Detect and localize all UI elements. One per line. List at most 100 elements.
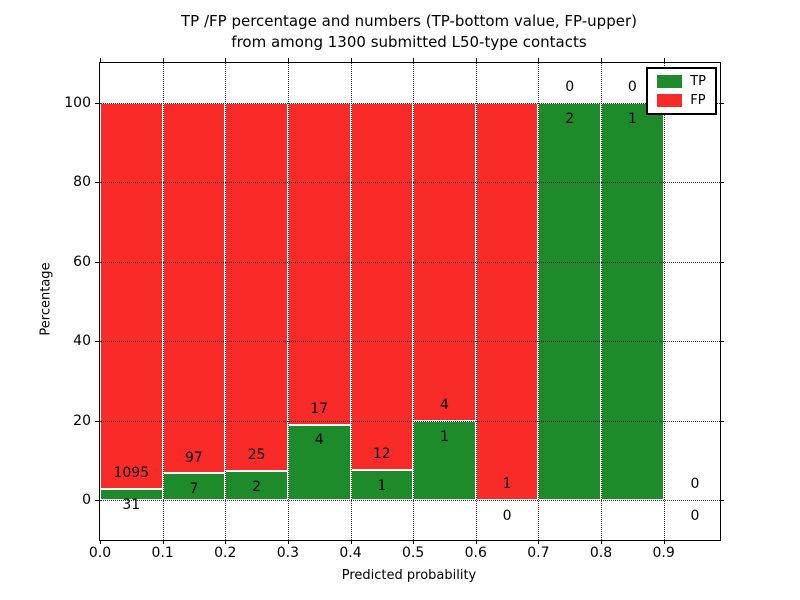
- x-tick-bottom: [413, 540, 415, 544]
- tp-legend-swatch: [657, 75, 683, 88]
- bar-segment-tp: [100, 489, 163, 501]
- x-tick-label: 0.5: [401, 545, 425, 561]
- x-gridline: [663, 63, 665, 540]
- x-gridline: [287, 63, 289, 540]
- fp-count-label: 1095: [113, 465, 150, 482]
- x-tick-label: 0.2: [214, 545, 237, 561]
- plot-area: TP FP 1095 31 97 7 25 2 17 4 12 1 4 1 1 0 0 2 0 1 0 0 0 20 40 60…: [64, 58, 724, 561]
- x-tick-top: [601, 58, 602, 62]
- x-tick-bottom: [663, 540, 665, 544]
- tp-count-label: 4: [314, 432, 324, 449]
- y-tick-right: [720, 261, 724, 263]
- x-gridline: [225, 63, 227, 540]
- tp-count-label: 2: [252, 478, 262, 495]
- y-tick-left: [95, 420, 99, 422]
- tp-count-label: 7: [189, 481, 199, 498]
- x-gridline: [538, 63, 540, 540]
- y-tick-right: [720, 341, 724, 343]
- x-tick-bottom: [100, 540, 101, 544]
- x-gridline: [162, 63, 164, 540]
- y-axis-label: Percentage: [38, 262, 54, 336]
- y-gridline: [100, 261, 720, 263]
- fp-count-label: 4: [439, 396, 449, 413]
- x-tick-top: [350, 58, 352, 62]
- tp-count-label: 0: [690, 508, 700, 525]
- x-tick-label: 0.6: [464, 545, 487, 561]
- bar-segment-fp: [225, 102, 288, 471]
- fp-count-label: 12: [372, 445, 391, 462]
- y-tick-label: 20: [73, 412, 91, 429]
- x-tick-label: 0.1: [151, 545, 174, 561]
- x-tick-label: 0.7: [527, 545, 550, 561]
- legend-item: FP: [657, 94, 706, 107]
- x-tick-top: [475, 58, 477, 62]
- fp-count-label: 0: [690, 476, 700, 493]
- x-gridline: [475, 63, 477, 540]
- fp-count-label: 0: [627, 78, 637, 95]
- bar-segment-tp: [350, 469, 414, 501]
- tp-count-label: 31: [122, 497, 141, 514]
- x-tick-bottom: [162, 540, 164, 544]
- x-gridline: [413, 63, 415, 540]
- fp-count-label: 97: [185, 449, 203, 466]
- tp-count-label: 1: [439, 428, 449, 445]
- x-tick-bottom: [350, 540, 352, 544]
- x-tick-bottom: [475, 540, 477, 544]
- y-gridline: [100, 182, 720, 184]
- x-tick-top: [162, 58, 164, 62]
- fp-count-label: 0: [565, 78, 575, 95]
- y-tick-label: 100: [64, 94, 91, 111]
- fp-count-label: 1: [502, 476, 512, 493]
- y-tick-left: [95, 102, 99, 104]
- bar-segment-fp: [287, 102, 351, 425]
- tp-count-label: 1: [627, 110, 637, 127]
- bar-segment-fp: [350, 102, 414, 470]
- x-tick-label: 0.3: [276, 545, 300, 561]
- x-tick-label: 0.8: [589, 545, 613, 561]
- y-tick-label: 80: [73, 174, 91, 191]
- x-tick-label: 0.9: [652, 545, 675, 561]
- fp-count-label: 17: [310, 400, 329, 417]
- x-axis-label: Predicted probability: [341, 568, 477, 583]
- y-tick-left: [95, 341, 99, 343]
- bar-segment-fp: [162, 102, 226, 474]
- chart-title: TP /FP percentage and numbers (TP-bottom…: [99, 11, 719, 53]
- y-tick-label: 0: [82, 492, 91, 509]
- x-gridline: [350, 63, 352, 540]
- x-tick-bottom: [287, 540, 289, 544]
- y-tick-right: [720, 182, 724, 184]
- y-tick-right: [720, 102, 724, 104]
- x-tick-label: 0.0: [88, 545, 112, 561]
- y-tick-label: 40: [73, 333, 91, 350]
- x-tick-bottom: [538, 540, 540, 544]
- bar-segment-tp: [538, 102, 601, 501]
- y-gridline: [100, 420, 720, 422]
- fp-legend-swatch: [657, 94, 683, 107]
- x-gridline: [601, 63, 602, 540]
- y-tick-label: 60: [73, 253, 91, 270]
- x-tick-top: [225, 58, 227, 62]
- y-tick-right: [720, 420, 724, 422]
- bar-segment-fp: [100, 102, 163, 490]
- legend-item: TP: [657, 75, 706, 88]
- y-gridline: [100, 341, 720, 343]
- bar-segment-tp: [287, 424, 351, 501]
- y-tick-right: [720, 500, 724, 502]
- bar-segment-fp: [475, 102, 539, 501]
- bar-segment-tp: [162, 473, 226, 501]
- legend-item-label: TP: [690, 74, 706, 89]
- y-tick-left: [95, 182, 99, 184]
- x-tick-bottom: [225, 540, 227, 544]
- tp-count-label: 0: [502, 508, 512, 525]
- y-gridline: [100, 102, 720, 104]
- bar-segment-tp: [601, 102, 664, 501]
- chart-title-line1: TP /FP percentage and numbers (TP-bottom…: [181, 12, 637, 30]
- fp-count-label: 25: [247, 446, 266, 463]
- legend-item-label: FP: [690, 93, 706, 108]
- y-gridline: [100, 500, 720, 502]
- x-tick-top: [287, 58, 289, 62]
- tp-count-label: 2: [565, 110, 575, 127]
- legend: TP FP: [646, 67, 717, 115]
- x-tick-top: [663, 58, 665, 62]
